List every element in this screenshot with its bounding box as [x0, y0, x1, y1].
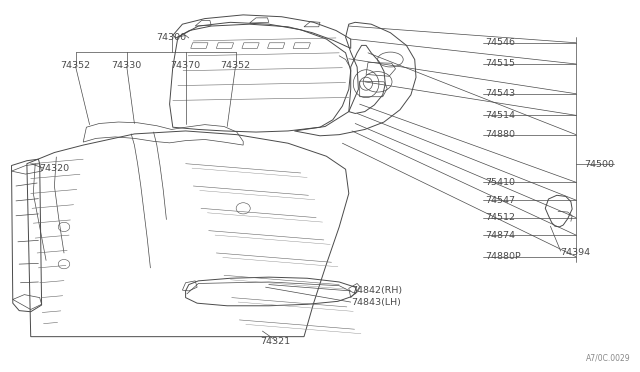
Text: 74352: 74352	[60, 61, 91, 70]
Text: 74320: 74320	[40, 164, 70, 173]
Text: 74543: 74543	[485, 89, 515, 98]
Text: 74843(LH): 74843(LH)	[351, 298, 401, 307]
Text: 74842(RH): 74842(RH)	[351, 286, 402, 295]
Text: 74546: 74546	[485, 38, 515, 47]
Text: 74514: 74514	[485, 111, 515, 120]
Text: 74370: 74370	[170, 61, 201, 70]
Text: 74300: 74300	[156, 33, 187, 42]
Text: 74547: 74547	[485, 196, 515, 205]
Text: 74330: 74330	[111, 61, 142, 70]
Text: 74500: 74500	[584, 160, 614, 169]
Text: 74352: 74352	[220, 61, 251, 70]
Text: 74874: 74874	[485, 231, 515, 240]
Text: 74394: 74394	[561, 248, 591, 257]
Text: 74880: 74880	[485, 130, 515, 139]
Text: 74512: 74512	[485, 213, 515, 222]
Text: 75410: 75410	[485, 178, 515, 187]
Text: 74515: 74515	[485, 60, 515, 68]
Text: A7/0C.0029: A7/0C.0029	[586, 354, 630, 363]
Text: 74321: 74321	[260, 337, 291, 346]
Text: 74880P: 74880P	[485, 252, 521, 261]
